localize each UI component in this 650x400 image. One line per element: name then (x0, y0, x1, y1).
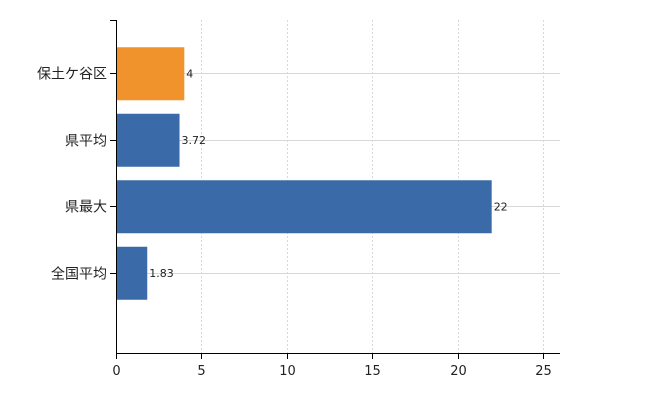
category-label: 保土ケ谷区 (37, 67, 107, 83)
x-tick-label: 15 (364, 364, 381, 379)
bar (116, 47, 185, 101)
data-label: 4 (186, 67, 193, 80)
bar (116, 180, 492, 234)
bar (116, 113, 180, 167)
category-label: 県平均 (65, 134, 107, 150)
x-tick-label: 0 (112, 364, 120, 379)
data-label: 3.72 (182, 134, 207, 147)
x-tick-label: 25 (535, 364, 552, 379)
category-label: 県最大 (65, 200, 107, 216)
data-label: 22 (494, 200, 508, 213)
axis-layer (110, 20, 560, 359)
bar (116, 246, 148, 300)
x-tick-label: 20 (450, 364, 467, 379)
x-tick-label: 10 (279, 364, 296, 379)
x-tick-label: 5 (197, 364, 205, 379)
data-label: 1.83 (149, 267, 174, 280)
category-label: 全国平均 (51, 266, 107, 283)
bars-layer (116, 47, 492, 300)
